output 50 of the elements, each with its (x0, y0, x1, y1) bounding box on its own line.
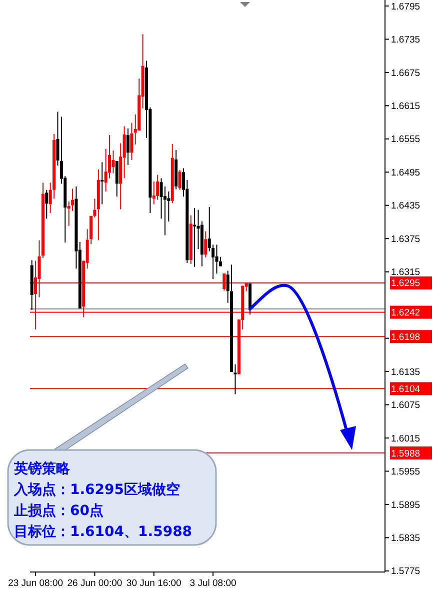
ref-line-label: 1.6242 (391, 308, 420, 319)
x-tick-label: 30 Jun 16:00 (126, 578, 182, 589)
y-tick-label: 1.6615 (391, 101, 420, 112)
ref-line-label: 1.6295 (391, 278, 420, 290)
annotation: 入场点：1.6295区域做空 (13, 481, 180, 498)
candlestick (152, 181, 156, 205)
candlestick (174, 149, 178, 190)
y-tick-label: 1.6795 (391, 1, 420, 12)
y-tick-label: 1.6735 (391, 34, 420, 46)
candlestick (71, 188, 74, 212)
y-tick-label: 1.6135 (391, 366, 420, 378)
candlestick (230, 264, 234, 372)
y-tick-label: 1.6315 (391, 267, 420, 278)
candlestick (96, 168, 100, 241)
candlestick (30, 260, 34, 311)
y-tick-label: 1.6435 (391, 200, 420, 212)
y-tick-label: 1.6015 (391, 433, 420, 444)
x-tick-label: 3 Jul 08:00 (190, 578, 236, 589)
candlestick (130, 122, 134, 160)
candlestick (160, 178, 163, 220)
annotation: 英镑策略 (13, 460, 71, 477)
y-tick-label: 1.5955 (391, 466, 420, 478)
annotation: 止损点：60点 (13, 503, 104, 519)
candlestick (156, 174, 160, 200)
ref-line-label: 1.6104 (391, 384, 420, 396)
candlestick (163, 186, 166, 236)
candlestick (126, 128, 130, 166)
candlestick (112, 150, 115, 174)
y-tick-label: 1.6075 (391, 400, 420, 412)
candlestick (108, 134, 112, 179)
y-tick-label: 1.6555 (391, 134, 420, 146)
ref-line-label: 1.6198 (391, 332, 420, 343)
y-tick-label: 1.5895 (391, 500, 420, 511)
y-tick-label: 1.5835 (391, 532, 420, 544)
y-tick-label: 1.6375 (391, 234, 420, 245)
candlestick (45, 189, 48, 220)
x-tick-label: 26 Jun 00:00 (67, 578, 122, 589)
y-tick-label: 1.6675 (391, 68, 420, 79)
y-tick-label: 1.6495 (391, 167, 420, 178)
x-tick-label: 23 Jun 08:00 (8, 578, 64, 589)
annotation: 目标位：1.6104、1.5988 (14, 524, 192, 540)
candlestick (193, 208, 196, 268)
candlestick (104, 148, 108, 192)
candlestick (204, 230, 208, 258)
candlestick (189, 214, 192, 265)
ref-line-label: 1.5988 (391, 448, 420, 460)
candlestick (56, 111, 60, 166)
candlestick (67, 200, 70, 226)
y-tick-label: 1.5775 (391, 566, 420, 578)
candlestick (100, 162, 104, 205)
